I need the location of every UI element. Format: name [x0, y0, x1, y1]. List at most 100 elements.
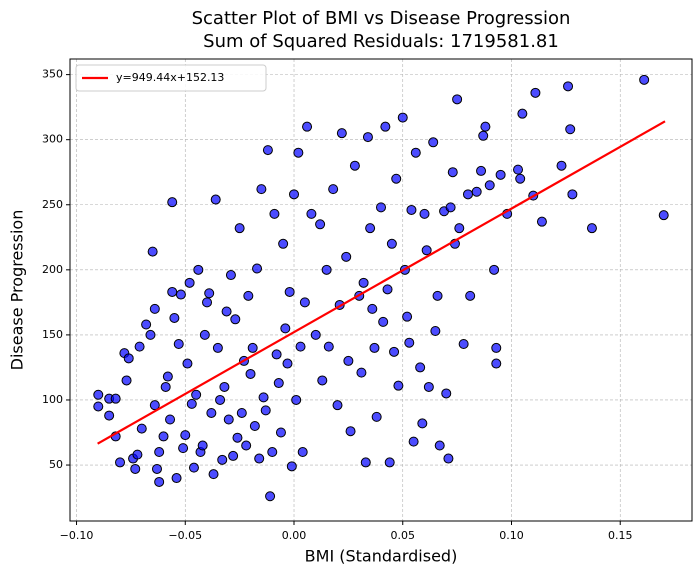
data-point: [289, 189, 300, 200]
data-point: [158, 431, 169, 442]
data-point: [204, 288, 215, 299]
data-point: [362, 132, 373, 143]
data-point: [404, 337, 415, 348]
data-point: [639, 74, 650, 85]
x-tick-label: −0.10: [60, 529, 94, 542]
y-tick-label: 50: [49, 458, 63, 471]
data-point: [262, 145, 273, 156]
data-point: [458, 339, 469, 350]
data-point: [515, 173, 526, 184]
data-point: [356, 367, 367, 378]
data-point: [317, 375, 328, 386]
data-point: [110, 393, 121, 404]
data-point: [212, 342, 223, 353]
data-point: [563, 81, 574, 92]
data-point: [104, 410, 115, 421]
data-point: [476, 165, 487, 176]
data-point: [175, 289, 186, 300]
data-point: [247, 342, 258, 353]
data-point: [269, 208, 280, 219]
chart-subtitle: Sum of Squared Residuals: 1719581.81: [203, 31, 559, 52]
data-point: [215, 394, 226, 405]
x-axis-label: BMI (Standardised): [305, 547, 458, 566]
data-point: [517, 108, 528, 119]
data-point: [254, 453, 265, 464]
data-point: [267, 447, 278, 458]
data-point: [121, 375, 132, 386]
data-point: [169, 312, 180, 323]
data-point: [273, 378, 284, 389]
x-tick-label: 0.15: [608, 529, 633, 542]
data-point: [154, 476, 165, 487]
legend-label: y=949.44x+152.13: [116, 71, 224, 84]
data-point: [154, 447, 165, 458]
data-point: [232, 432, 243, 443]
data-point: [252, 263, 263, 274]
data-point: [397, 112, 408, 123]
data-point: [136, 423, 147, 434]
data-point: [173, 339, 184, 350]
data-point: [297, 447, 308, 458]
data-point: [336, 128, 347, 139]
data-point: [491, 342, 502, 353]
data-point: [293, 147, 304, 158]
data-point: [343, 355, 354, 366]
data-point: [291, 394, 302, 405]
data-point: [260, 405, 271, 416]
data-point: [513, 164, 524, 175]
data-point: [184, 277, 195, 288]
y-tick-label: 300: [42, 133, 63, 146]
data-point: [408, 436, 419, 447]
y-tick-label: 250: [42, 198, 63, 211]
data-point: [199, 329, 210, 340]
data-point: [134, 341, 145, 352]
data-point: [384, 457, 395, 468]
data-point: [586, 223, 597, 234]
y-tick-label: 100: [42, 393, 63, 406]
data-point: [480, 121, 491, 132]
data-point: [380, 121, 391, 132]
data-point: [225, 270, 236, 281]
data-point: [491, 358, 502, 369]
data-point: [295, 341, 306, 352]
data-point: [271, 349, 282, 360]
legend-box: [75, 64, 267, 92]
data-point: [123, 353, 134, 364]
data-point: [382, 284, 393, 295]
data-point: [341, 251, 352, 262]
data-point: [391, 173, 402, 184]
data-point: [484, 180, 495, 191]
data-point: [447, 167, 458, 178]
data-point: [432, 290, 443, 301]
data-point: [149, 303, 160, 314]
data-point: [265, 491, 276, 502]
data-point: [93, 389, 104, 400]
data-point: [402, 311, 413, 322]
data-point: [367, 303, 378, 314]
data-point: [530, 87, 541, 98]
data-point: [115, 457, 126, 468]
data-point: [321, 264, 332, 275]
y-tick-label: 200: [42, 263, 63, 276]
data-point: [419, 208, 430, 219]
x-tick-label: 0.05: [390, 529, 415, 542]
data-point: [243, 290, 254, 301]
data-point: [256, 184, 267, 195]
data-point: [489, 264, 500, 275]
data-point: [410, 147, 421, 158]
data-point: [286, 461, 297, 472]
y-axis-label: Disease Progression: [8, 210, 27, 371]
data-point: [193, 264, 204, 275]
data-point: [430, 325, 441, 336]
data-point: [658, 210, 669, 221]
data-point: [315, 219, 326, 230]
data-point: [180, 430, 191, 441]
data-point: [219, 381, 230, 392]
x-tick-label: 0.00: [282, 529, 307, 542]
x-tick-label: 0.10: [499, 529, 524, 542]
data-point: [478, 130, 489, 141]
data-point: [223, 414, 234, 425]
data-point: [445, 202, 456, 213]
data-point: [302, 121, 313, 132]
data-point: [130, 463, 141, 474]
